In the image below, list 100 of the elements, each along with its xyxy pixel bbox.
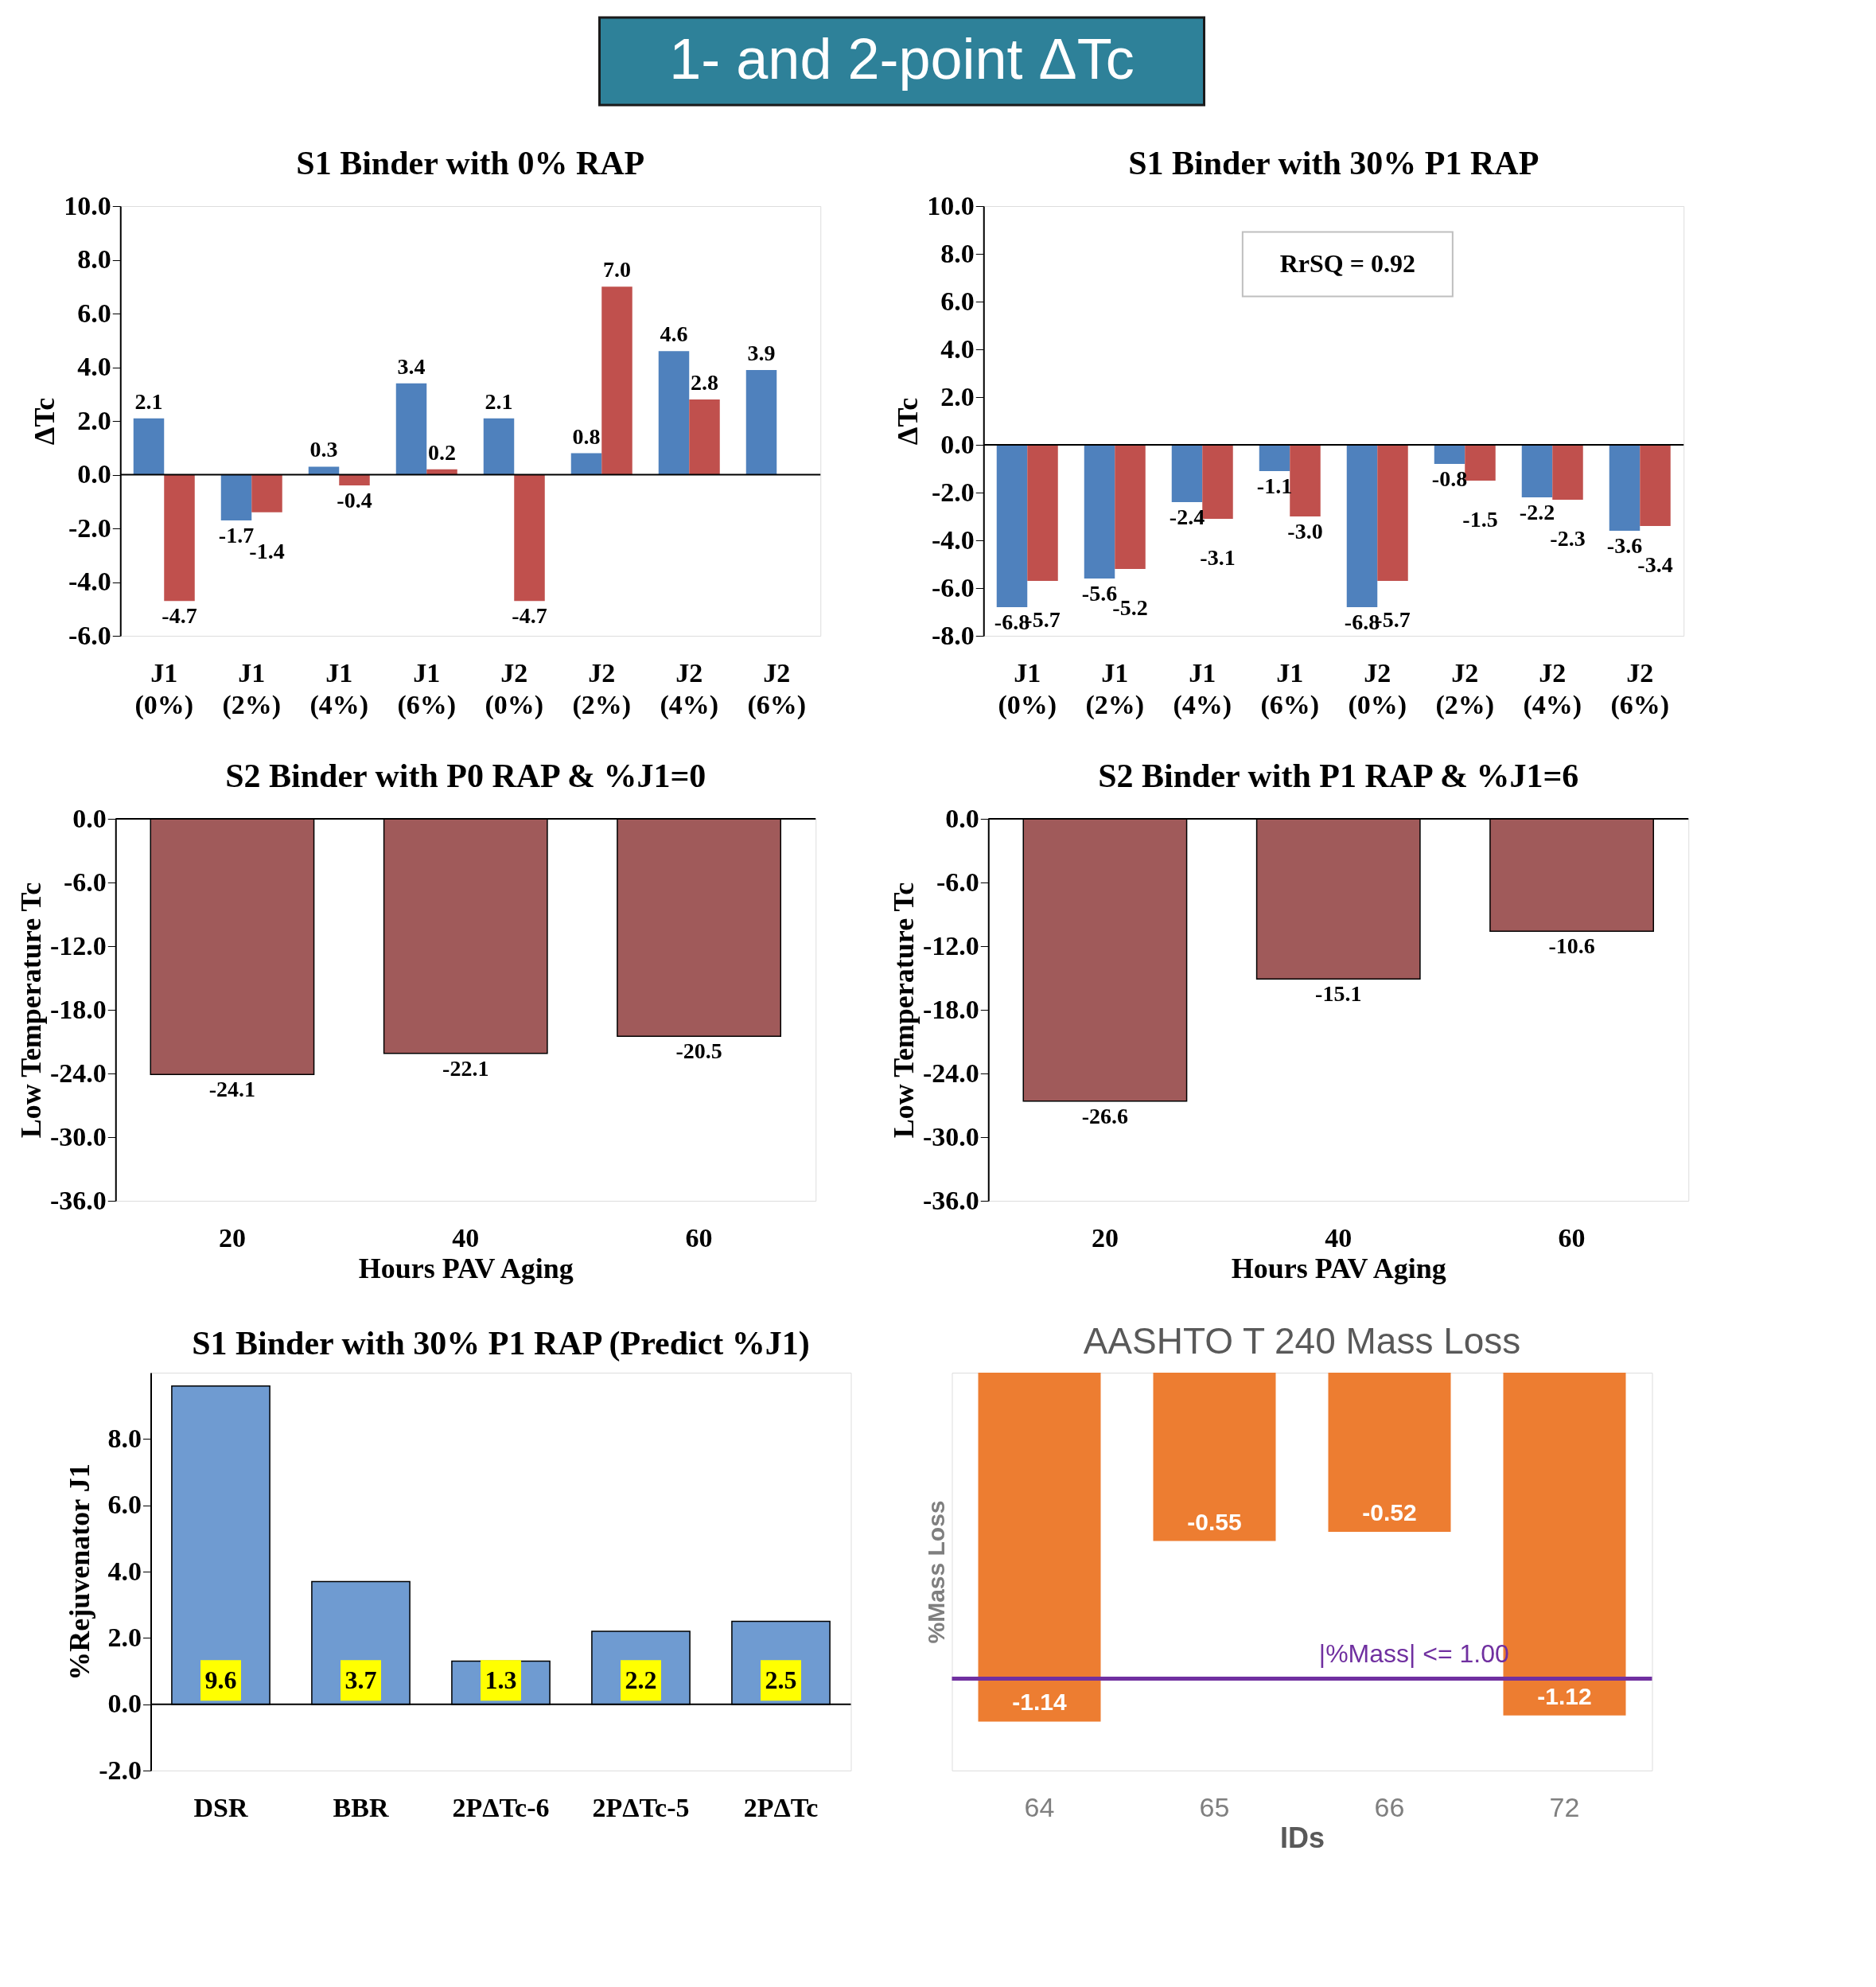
data-label: -0.8 (1431, 466, 1468, 491)
data-label: 3.7 (344, 1665, 377, 1694)
y-tick-label: 0.0 (107, 1689, 142, 1719)
x-tick-label: J1 (2%) (222, 657, 282, 720)
y-tick-label: -36.0 (922, 1185, 979, 1215)
x-tick-label: J2 (0%) (1348, 657, 1407, 720)
x-tick-label: J1 (4%) (309, 657, 369, 720)
data-label: 7.0 (603, 257, 631, 282)
x-tick-label: 2PΔTc (743, 1792, 819, 1822)
x-tick-label: J1 (0%) (998, 657, 1057, 720)
y-tick-label: -36.0 (49, 1185, 107, 1215)
y-axis-title: %Mass Loss (923, 1500, 949, 1644)
y-axis-title: %Rejuvenator J1 (64, 1463, 96, 1681)
data-label: -3.1 (1200, 545, 1236, 570)
chart-title: S1 Binder with 30% P1 RAP (Predict %J1) (192, 1325, 810, 1362)
y-tick-label: 0.0 (945, 803, 979, 833)
data-label: 3.4 (397, 353, 426, 379)
x-axis-title: Hours PAV Aging (358, 1252, 574, 1284)
data-label: -0.4 (337, 488, 372, 512)
bar (570, 453, 602, 475)
bar (745, 369, 777, 475)
data-label: 2.5 (765, 1665, 797, 1694)
data-label: 2.2 (625, 1665, 657, 1694)
y-tick-label: -2.0 (68, 512, 111, 543)
y-axis-title: Low Temperature Tc (14, 882, 47, 1139)
data-label: -0.52 (1362, 1499, 1417, 1525)
y-tick-label: -6.0 (63, 867, 107, 897)
data-label: -24.1 (208, 1077, 256, 1102)
x-tick-label: J1 (4%) (1173, 657, 1232, 720)
y-tick-label: -30.0 (922, 1121, 979, 1151)
data-label: 2.1 (134, 388, 163, 414)
data-label: 9.6 (204, 1665, 237, 1694)
y-tick-label: 2.0 (940, 381, 975, 411)
x-tick-label: 20 (1091, 1222, 1119, 1253)
x-tick-label: J2 (2%) (572, 657, 632, 720)
chart-title: S2 Binder with P0 RAP & %J1=0 (225, 758, 706, 794)
y-tick-label: -12.0 (49, 930, 107, 960)
text: 1- and 2-point ΔTc (669, 27, 1135, 91)
y-tick-label: -6.0 (936, 867, 979, 897)
y-tick-label: 10.0 (927, 190, 975, 220)
x-tick-label: J1 (2%) (1085, 657, 1145, 720)
y-tick-label: 6.0 (940, 286, 975, 316)
data-label: -1.14 (1012, 1689, 1067, 1716)
y-tick-label: -24.0 (922, 1058, 979, 1088)
bar (601, 286, 632, 475)
y-tick-label: -2.0 (99, 1755, 142, 1785)
x-tick-label: J1 (0%) (134, 657, 194, 720)
y-tick-label: 4.0 (107, 1556, 142, 1586)
y-tick-label: 8.0 (77, 244, 111, 274)
y-tick-label: -4.0 (68, 567, 111, 596)
chart-title: S1 Binder with 30% P1 RAP (1128, 145, 1539, 181)
y-tick-label: 2.0 (107, 1622, 142, 1652)
data-label: 0.3 (309, 437, 338, 462)
bar (133, 418, 165, 475)
y-axis-title: ΔTc (29, 397, 61, 446)
x-tick-label: 2PΔTc-6 (452, 1792, 550, 1822)
y-tick-label: -18.0 (49, 994, 107, 1024)
y-tick-label: 0.0 (940, 429, 975, 459)
x-tick-label: J2 (4%) (1523, 657, 1582, 720)
data-label: 1.3 (485, 1665, 517, 1694)
y-axis-title: Low Temperature Tc (887, 882, 920, 1139)
x-tick-label: 64 (1024, 1791, 1055, 1822)
y-tick-label: -2.0 (931, 477, 975, 507)
x-tick-label: 60 (685, 1222, 713, 1253)
data-label: 2.8 (691, 370, 718, 395)
data-label: 4.6 (660, 321, 688, 347)
bar (395, 383, 427, 475)
x-axis-title: IDs (1279, 1821, 1325, 1854)
y-tick-label: -12.0 (922, 930, 979, 960)
data-label: -4.7 (512, 603, 547, 629)
bar (339, 474, 370, 485)
data-label: -26.6 (1081, 1103, 1129, 1128)
chart-title: AASHTO T 240 Mass Loss (1083, 1320, 1521, 1362)
y-tick-label: 6.0 (77, 298, 111, 328)
data-label: -10.6 (1548, 933, 1595, 959)
x-tick-label: 72 (1549, 1791, 1580, 1822)
data-label: -2.2 (1519, 500, 1555, 524)
x-tick-label: 2PΔTc-5 (592, 1792, 690, 1822)
y-tick-label: 6.0 (107, 1490, 142, 1520)
y-tick-label: 10.0 (64, 190, 111, 220)
y-tick-label: 0.0 (72, 803, 107, 833)
bar (251, 474, 282, 512)
data-label: -1.5 (1462, 507, 1498, 532)
y-axis-title: ΔTc (892, 397, 924, 446)
x-tick-label: 40 (1325, 1222, 1353, 1253)
data-label: -2.3 (1550, 526, 1586, 551)
x-tick-label: J2 (4%) (660, 657, 719, 720)
y-tick-label: -8.0 (931, 620, 975, 650)
data-label: -15.1 (1315, 981, 1362, 1007)
x-tick-label: 20 (218, 1222, 246, 1253)
bar (220, 474, 252, 520)
data-label: -3.0 (1287, 519, 1323, 544)
data-label: -1.12 (1537, 1682, 1592, 1709)
data-label: -22.1 (442, 1055, 489, 1081)
y-tick-label: 0.0 (77, 459, 111, 489)
x-tick-label: BBR (333, 1792, 389, 1822)
x-tick-label: 65 (1199, 1791, 1230, 1822)
x-tick-label: J2 (0%) (485, 657, 544, 720)
data-label: 0.8 (572, 423, 601, 449)
data-label: 3.9 (747, 340, 776, 365)
